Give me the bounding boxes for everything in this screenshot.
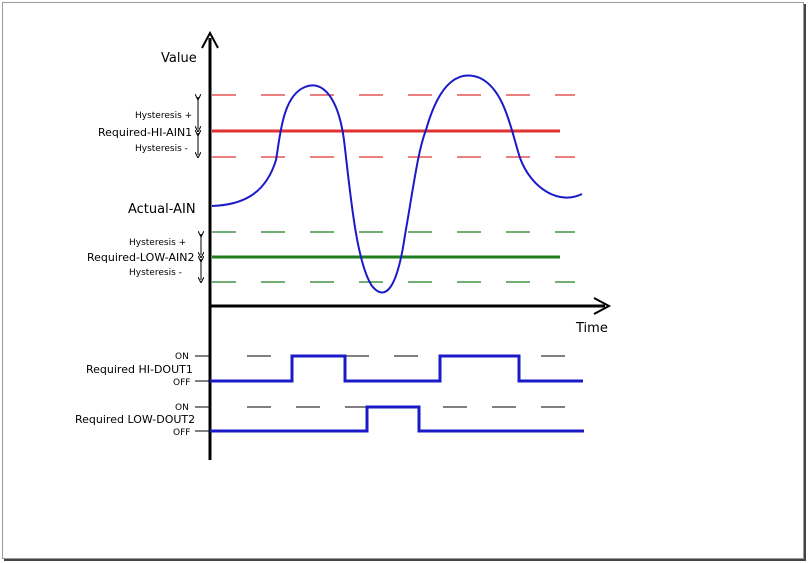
x-axis-label: Time <box>575 321 608 336</box>
y-axis-label: Value <box>161 51 197 66</box>
low-hysteresis-plus-label: Hysteresis + <box>129 238 186 248</box>
hi-hysteresis-minus-label: Hysteresis - <box>135 144 188 154</box>
dout2-off-label: OFF <box>173 428 190 438</box>
actual-ain-curve <box>211 74 583 294</box>
y-axis-arrowhead <box>201 30 219 49</box>
dout2-on-label: ON <box>175 403 189 413</box>
dout1-on-label: ON <box>175 352 189 362</box>
dout1-off-label: OFF <box>173 378 190 388</box>
dout2-label: Required LOW-DOUT2 <box>75 413 195 426</box>
dout1-label: Required HI-DOUT1 <box>86 363 193 376</box>
low-threshold-label: Required-LOW-AIN2 <box>87 251 194 264</box>
hi-hysteresis-plus-label: Hysteresis + <box>135 111 192 121</box>
hi-threshold-label: Required-HI-AIN1 <box>98 126 192 139</box>
x-axis-arrowhead <box>593 297 612 315</box>
dout1-signal <box>210 354 583 383</box>
diagram-frame <box>2 2 804 559</box>
actual-ain-label: Actual-AIN <box>128 202 196 217</box>
dout2-signal <box>210 405 584 433</box>
low-hysteresis-minus-label: Hysteresis - <box>129 268 182 278</box>
